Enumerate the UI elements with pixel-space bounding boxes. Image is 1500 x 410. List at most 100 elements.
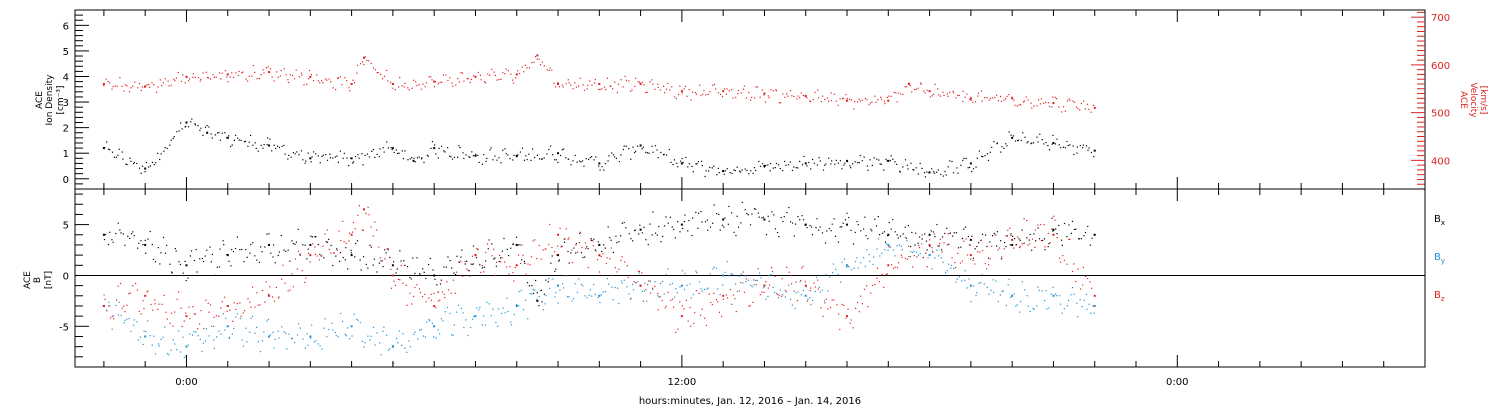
velocity-axis-title-line3: [km/s]: [1478, 86, 1488, 115]
bz-point: [1026, 219, 1028, 222]
by-point: [462, 312, 464, 314]
by-point: [1026, 295, 1028, 297]
by-point: [476, 307, 478, 309]
velocity-point: [551, 69, 553, 71]
bz-point: [343, 241, 345, 243]
velocity-point: [804, 95, 806, 97]
by-point: [712, 268, 714, 270]
bz-point: [710, 301, 712, 304]
density-point: [1079, 144, 1081, 147]
bz-point: [498, 254, 501, 257]
bz-point: [289, 289, 291, 291]
velocity-point: [174, 80, 176, 82]
density-point: [311, 156, 313, 158]
bz-point: [731, 303, 733, 305]
velocity-point: [812, 98, 814, 101]
bz-point: [982, 250, 984, 252]
by-point: [797, 291, 799, 293]
density-point: [611, 152, 613, 154]
bx-point: [561, 245, 563, 247]
density-point: [557, 152, 560, 155]
bx-point: [1048, 242, 1050, 245]
bz-point: [947, 233, 950, 235]
by-point: [422, 335, 424, 337]
bx-point: [709, 226, 712, 228]
bz-point: [447, 289, 450, 291]
density-point: [1076, 152, 1078, 154]
bz-point: [683, 308, 685, 310]
velocity-point: [1072, 100, 1074, 102]
velocity-point: [1031, 107, 1033, 109]
density-point: [404, 150, 406, 152]
bz-point: [430, 299, 433, 301]
bz-point: [1091, 287, 1093, 289]
by-point: [249, 331, 251, 333]
bz-point: [827, 308, 829, 310]
by-point: [391, 345, 394, 348]
bz-point: [374, 221, 376, 223]
by-point: [257, 341, 259, 343]
bx-point: [206, 249, 208, 251]
density-point: [325, 154, 327, 156]
by-point: [539, 290, 542, 292]
bx-point: [115, 232, 117, 235]
bz-point: [845, 317, 847, 319]
by-point: [911, 251, 914, 254]
velocity-point: [541, 61, 543, 63]
bx-point: [803, 219, 805, 221]
bz-point: [1031, 238, 1034, 240]
velocity-tick-label: 600: [1431, 61, 1450, 72]
velocity-point: [265, 67, 268, 69]
magnetic-field-frame: [74, 188, 1426, 368]
bz-point: [189, 318, 191, 320]
density-point: [401, 150, 403, 152]
velocity-point: [287, 79, 289, 81]
by-point: [572, 297, 575, 300]
by-point: [132, 324, 135, 326]
bz-point: [701, 308, 703, 310]
bx-point: [663, 225, 666, 227]
by-point: [139, 336, 141, 338]
bz-point: [857, 301, 859, 304]
density-point: [634, 150, 637, 152]
bz-point: [771, 271, 774, 273]
bx-point: [117, 222, 119, 224]
bx-point: [940, 249, 943, 251]
velocity-point: [561, 84, 564, 86]
by-point: [213, 347, 215, 350]
density-point: [332, 157, 334, 159]
density-point: [642, 146, 644, 148]
density-point: [371, 150, 373, 152]
bx-point: [1005, 245, 1007, 248]
by-point: [637, 281, 639, 283]
by-point: [497, 308, 500, 310]
velocity-point: [504, 73, 506, 75]
bx-point: [292, 243, 295, 245]
by-point: [1071, 286, 1074, 289]
density-point: [221, 132, 223, 134]
bz-point: [282, 264, 284, 266]
by-point: [315, 340, 317, 342]
by-point: [800, 294, 802, 296]
density-point: [926, 171, 928, 173]
bz-point: [485, 251, 487, 254]
bz-point: [969, 254, 972, 257]
by-legend-label: By: [1434, 252, 1445, 265]
velocity-point: [977, 95, 979, 97]
velocity-point: [220, 78, 222, 80]
density-point: [623, 145, 625, 147]
bx-point: [483, 266, 485, 268]
velocity-point: [344, 77, 346, 79]
bz-point: [778, 294, 780, 297]
bx-point: [914, 244, 916, 246]
bz-point: [763, 284, 766, 287]
bz-point: [801, 267, 803, 269]
bz-point: [379, 257, 381, 259]
bz-point: [836, 304, 838, 306]
bx-point: [184, 260, 186, 262]
density-point: [607, 160, 609, 162]
density-point: [563, 148, 565, 150]
bx-point: [934, 235, 936, 238]
velocity-point: [141, 86, 143, 88]
bx-point: [669, 216, 671, 218]
